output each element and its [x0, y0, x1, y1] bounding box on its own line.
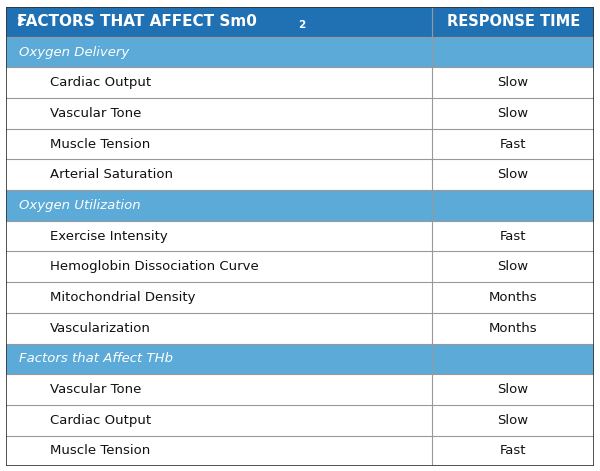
Bar [432, 252, 594, 282]
Text: Months: Months [489, 322, 538, 335]
Text: Slow: Slow [497, 383, 529, 396]
Bar [6, 37, 432, 67]
Text: Vascular Tone: Vascular Tone [50, 107, 142, 120]
Text: Cardiac Output: Cardiac Output [50, 414, 151, 427]
Text: Fast: Fast [500, 445, 526, 457]
Bar [432, 436, 594, 466]
Bar [432, 37, 594, 67]
Bar [6, 436, 432, 466]
Bar [6, 67, 432, 98]
Bar [432, 405, 594, 436]
Bar [432, 7, 594, 37]
Bar [432, 190, 594, 221]
Text: Mitochondrial Density: Mitochondrial Density [50, 291, 196, 304]
Bar [6, 313, 432, 343]
Text: 2: 2 [17, 17, 25, 27]
Bar [6, 98, 432, 129]
Bar [6, 221, 432, 252]
Bar [432, 374, 594, 405]
Text: Cardiac Output: Cardiac Output [50, 76, 151, 89]
Text: Muscle Tension: Muscle Tension [50, 138, 151, 151]
Text: Months: Months [489, 291, 538, 304]
Text: Vascularization: Vascularization [50, 322, 151, 335]
Bar [432, 313, 594, 343]
Text: 2: 2 [298, 20, 305, 30]
Bar [6, 160, 432, 190]
Bar [6, 7, 432, 37]
Text: Slow: Slow [497, 260, 529, 273]
Bar [6, 282, 432, 313]
Text: Arterial Saturation: Arterial Saturation [50, 168, 173, 181]
Text: Oxygen Delivery: Oxygen Delivery [19, 46, 129, 58]
Text: Muscle Tension: Muscle Tension [50, 445, 151, 457]
Text: Hemoglobin Dissociation Curve: Hemoglobin Dissociation Curve [50, 260, 259, 273]
Bar [432, 221, 594, 252]
Bar [432, 98, 594, 129]
Text: Slow: Slow [497, 76, 529, 89]
Bar [432, 282, 594, 313]
Bar [6, 374, 432, 405]
Bar [432, 67, 594, 98]
Text: Fast: Fast [500, 230, 526, 243]
Text: Slow: Slow [497, 414, 529, 427]
Bar [6, 252, 432, 282]
Text: Vascular Tone: Vascular Tone [50, 383, 142, 396]
Text: Factors that Affect THb: Factors that Affect THb [19, 352, 173, 365]
Bar [6, 405, 432, 436]
Bar [6, 190, 432, 221]
Bar [432, 343, 594, 374]
Text: Slow: Slow [497, 168, 529, 181]
Bar [432, 160, 594, 190]
Text: Slow: Slow [497, 107, 529, 120]
Bar [6, 343, 432, 374]
Bar [6, 129, 432, 160]
Text: RESPONSE TIME: RESPONSE TIME [446, 15, 580, 29]
Text: Oxygen Utilization: Oxygen Utilization [19, 199, 140, 212]
Bar [432, 129, 594, 160]
Text: FACTORS THAT AFFECT Sm0: FACTORS THAT AFFECT Sm0 [17, 15, 256, 29]
Text: Fast: Fast [500, 138, 526, 151]
Text: Exercise Intensity: Exercise Intensity [50, 230, 168, 243]
